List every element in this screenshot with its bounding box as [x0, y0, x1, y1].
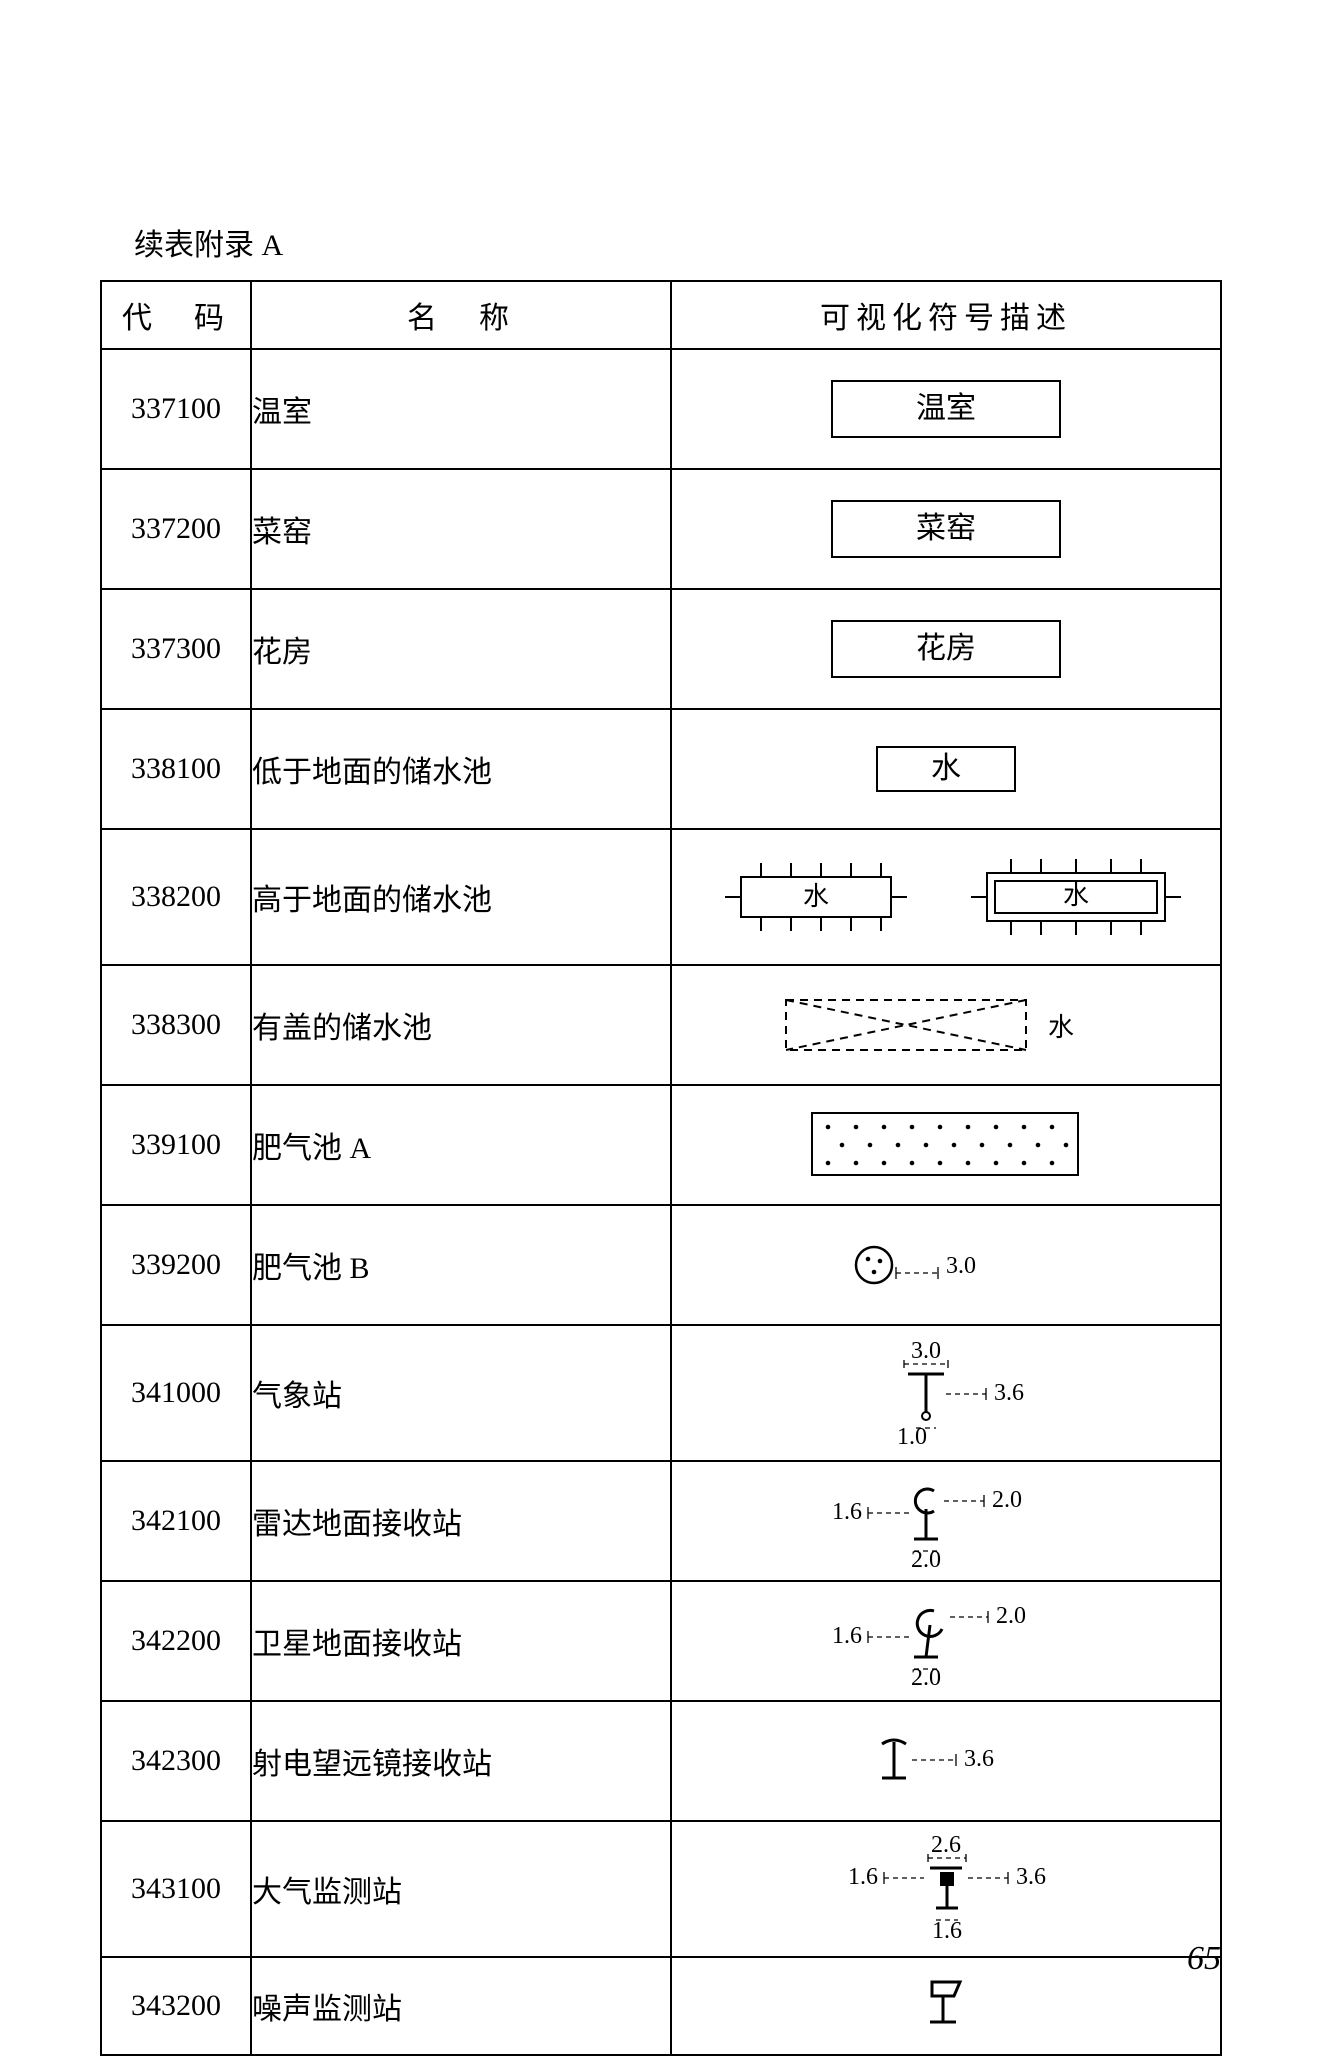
svg-text:2.0: 2.0: [911, 1665, 941, 1689]
symbol-cell: 2.6 1.6 3.6 1.6: [671, 1821, 1221, 1957]
svg-text:3.0: 3.0: [946, 1253, 976, 1279]
header-row: 代 码 名 称 可视化符号描述: [101, 281, 1221, 349]
symbol-box: 温室: [831, 380, 1061, 438]
name-cell: 花房: [251, 589, 671, 709]
noise-monitor-icon: [906, 1974, 986, 2038]
symbol-cell: 水 水: [671, 829, 1221, 965]
code-cell: 339100: [101, 1085, 251, 1205]
name-cell: 射电望远镜接收站: [251, 1701, 671, 1821]
biogas-pit-b-icon: 3.0: [846, 1237, 1046, 1293]
symbol-cell: 3.6: [671, 1701, 1221, 1821]
symbol-box: 花房: [831, 620, 1061, 678]
svg-text:2.6: 2.6: [931, 1834, 961, 1858]
page: 续表附录 A 代 码 名 称 可视化符号描述 337100 温室 温室 3372…: [0, 0, 1331, 2048]
svg-text:水: 水: [1063, 881, 1089, 910]
svg-text:2.0: 2.0: [996, 1603, 1026, 1629]
svg-text:2.0: 2.0: [911, 1547, 941, 1569]
code-cell: 342100: [101, 1461, 251, 1581]
code-cell: 342200: [101, 1581, 251, 1701]
satellite-station-icon: 1.6 2.0 2.0: [816, 1593, 1076, 1689]
symbol-cell: 水: [671, 709, 1221, 829]
svg-text:水: 水: [1048, 1013, 1074, 1042]
symbol-cell: [671, 1957, 1221, 2055]
symbol-cell: [671, 1085, 1221, 1205]
legend-table: 代 码 名 称 可视化符号描述 337100 温室 温室 337200 菜窑 菜…: [100, 280, 1222, 2056]
symbol-cell: 1.6 2.0 2.0: [671, 1581, 1221, 1701]
svg-text:3.0: 3.0: [911, 1338, 941, 1364]
header-name: 名 称: [251, 281, 671, 349]
table-row: 337100 温室 温室: [101, 349, 1221, 469]
code-cell: 338100: [101, 709, 251, 829]
code-cell: 343200: [101, 1957, 251, 2055]
name-cell: 噪声监测站: [251, 1957, 671, 2055]
code-cell: 343100: [101, 1821, 251, 1957]
symbol-cell: 水: [671, 965, 1221, 1085]
code-cell: 341000: [101, 1325, 251, 1461]
biogas-pit-a-icon: [806, 1107, 1086, 1183]
svg-text:水: 水: [803, 882, 829, 911]
radio-telescope-icon: 3.6: [846, 1726, 1046, 1796]
code-cell: 338200: [101, 829, 251, 965]
svg-text:1.6: 1.6: [848, 1864, 878, 1890]
table-row: 342200 卫星地面接收站 1.6 2.0 2.0: [101, 1581, 1221, 1701]
name-cell: 卫星地面接收站: [251, 1581, 671, 1701]
header-symbol: 可视化符号描述: [671, 281, 1221, 349]
page-number: 65: [1187, 1940, 1221, 1978]
air-monitor-icon: 2.6 1.6 3.6 1.6: [816, 1834, 1076, 1944]
symbol-cell: 1.6 2.0 2.0: [671, 1461, 1221, 1581]
name-cell: 低于地面的储水池: [251, 709, 671, 829]
svg-text:3.6: 3.6: [964, 1746, 994, 1772]
svg-text:2.0: 2.0: [992, 1487, 1022, 1513]
name-cell: 肥气池 A: [251, 1085, 671, 1205]
code-cell: 339200: [101, 1205, 251, 1325]
name-cell: 温室: [251, 349, 671, 469]
radar-station-icon: 1.6 2.0 2.0: [816, 1473, 1076, 1569]
code-cell: 337100: [101, 349, 251, 469]
table-row: 338100 低于地面的储水池 水: [101, 709, 1221, 829]
name-cell: 菜窑: [251, 469, 671, 589]
svg-text:3.6: 3.6: [1016, 1864, 1046, 1890]
symbol-cell: 花房: [671, 589, 1221, 709]
symbol-cell: 3.0 3.6 1.0: [671, 1325, 1221, 1461]
svg-text:1.0: 1.0: [897, 1424, 927, 1448]
name-cell: 大气监测站: [251, 1821, 671, 1957]
name-cell: 有盖的储水池: [251, 965, 671, 1085]
code-cell: 342300: [101, 1701, 251, 1821]
covered-reservoir-icon: 水: [776, 990, 1116, 1060]
table-row: 343200 噪声监测站: [101, 1957, 1221, 2055]
svg-text:1.6: 1.6: [932, 1918, 962, 1944]
name-cell: 高于地面的储水池: [251, 829, 671, 965]
symbol-cell: 菜窑: [671, 469, 1221, 589]
table-row: 339200 肥气池 B 3.0: [101, 1205, 1221, 1325]
table-row: 342300 射电望远镜接收站 3.6: [101, 1701, 1221, 1821]
svg-text:1.6: 1.6: [832, 1623, 862, 1649]
code-cell: 338300: [101, 965, 251, 1085]
name-cell: 雷达地面接收站: [251, 1461, 671, 1581]
name-cell: 肥气池 B: [251, 1205, 671, 1325]
above-ground-reservoir-icon: 水 水: [711, 847, 1181, 947]
symbol-cell: 3.0: [671, 1205, 1221, 1325]
code-cell: 337200: [101, 469, 251, 589]
table-row: 339100 肥气池 A: [101, 1085, 1221, 1205]
table-row: 343100 大气监测站 2.6 1.6 3.6 1.6: [101, 1821, 1221, 1957]
table-row: 342100 雷达地面接收站 1.6 2.0 2.0: [101, 1461, 1221, 1581]
table-row: 337300 花房 花房: [101, 589, 1221, 709]
svg-text:3.6: 3.6: [994, 1380, 1024, 1406]
header-code: 代 码: [101, 281, 251, 349]
table-row: 341000 气象站 3.0 3.6 1.0: [101, 1325, 1221, 1461]
weather-station-icon: 3.0 3.6 1.0: [846, 1338, 1046, 1448]
symbol-cell: 温室: [671, 349, 1221, 469]
symbol-box: 菜窑: [831, 500, 1061, 558]
code-cell: 337300: [101, 589, 251, 709]
table-row: 338200 高于地面的储水池 水 水: [101, 829, 1221, 965]
table-row: 338300 有盖的储水池 水: [101, 965, 1221, 1085]
svg-text:1.6: 1.6: [832, 1499, 862, 1525]
table-caption: 续表附录 A: [134, 220, 1241, 264]
table-row: 337200 菜窑 菜窑: [101, 469, 1221, 589]
symbol-box: 水: [876, 746, 1016, 792]
name-cell: 气象站: [251, 1325, 671, 1461]
